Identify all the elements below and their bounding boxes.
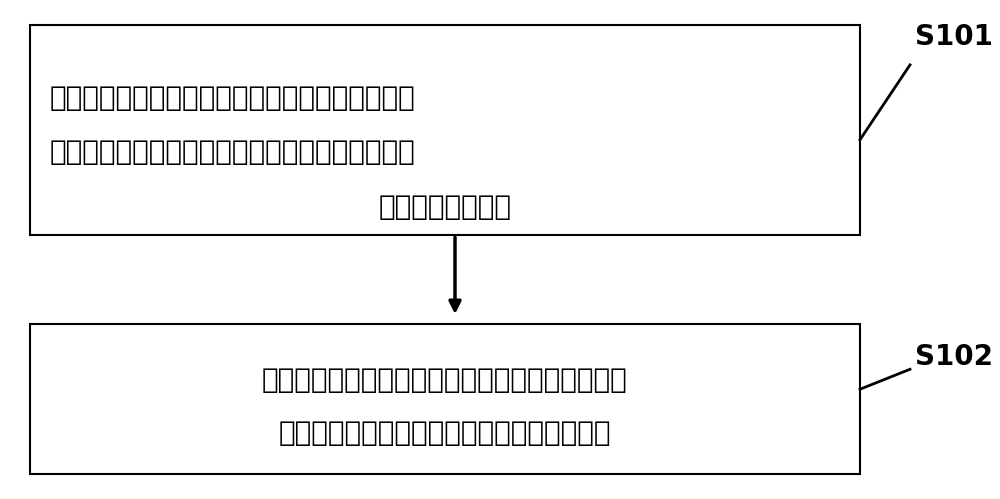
Text: 仿真，得到柔性直流输电系统并网点的仿真量测电: 仿真，得到柔性直流输电系统并网点的仿真量测电	[50, 138, 416, 166]
Text: S102: S102	[915, 343, 993, 371]
Bar	[30, 25, 860, 235]
Text: 基于柔性直流输电系统并网点的仿真量测电压和仿: 基于柔性直流输电系统并网点的仿真量测电压和仿	[262, 366, 628, 394]
Text: 基于预先构建的扫频模型对柔性直流输电系统进行: 基于预先构建的扫频模型对柔性直流输电系统进行	[50, 84, 416, 112]
Text: 压和仿真量测电流: 压和仿真量测电流	[378, 193, 511, 221]
Bar	[30, 324, 860, 474]
Text: S101: S101	[915, 23, 993, 51]
Text: 真量测电流确定柔性直流输电系统的谐波阻抗: 真量测电流确定柔性直流输电系统的谐波阻抗	[279, 419, 611, 447]
